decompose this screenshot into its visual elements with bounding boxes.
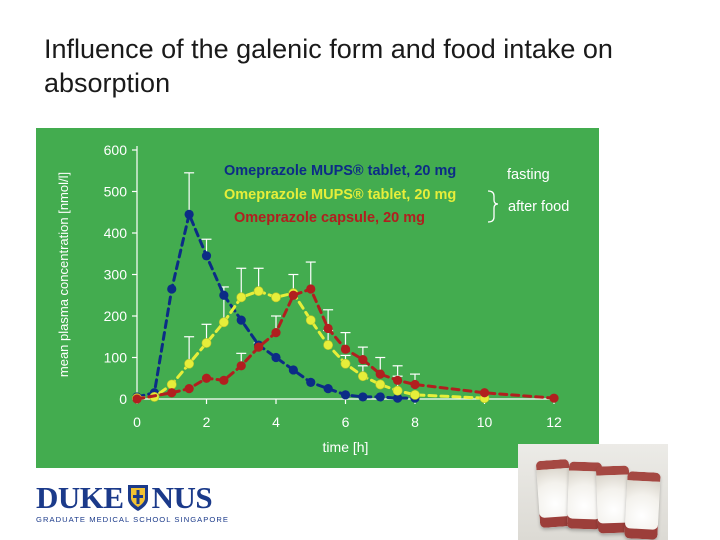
data-point-0 — [358, 392, 368, 402]
data-point-0 — [393, 393, 403, 403]
data-point-2 — [549, 393, 559, 403]
data-point-2 — [236, 361, 246, 371]
data-point-0 — [340, 390, 351, 400]
x-tick-label: 10 — [477, 414, 493, 430]
data-point-1 — [323, 340, 334, 350]
legend-entry-0: Omeprazole MUPS® tablet, 20 mg — [224, 163, 456, 179]
data-point-1 — [166, 379, 177, 390]
y-tick-label: 500 — [104, 184, 128, 200]
plasma-concentration-chart: 0 100 200 300 400 500 600 0 2 4 6 8 10 12 time [h] mean… — [56, 142, 569, 455]
data-point-0 — [236, 315, 246, 325]
y-tick-label: 100 — [104, 350, 128, 366]
y-tick-label: 600 — [104, 142, 128, 158]
chart-panel: 0 100 200 300 400 500 600 0 2 4 6 8 10 12 time [h] mean… — [36, 128, 599, 468]
x-tick-label: 4 — [272, 414, 280, 430]
data-point-2 — [410, 379, 420, 390]
data-point-1 — [184, 358, 195, 369]
legend-group-after-food: after food — [508, 199, 569, 215]
x-tick-label: 12 — [546, 414, 562, 430]
data-point-1 — [271, 292, 281, 303]
x-tick-label: 6 — [342, 414, 350, 430]
duke-nus-logo: DUKE NUS GRADUATE MEDICAL SCHOOL SINGAPO… — [36, 482, 246, 526]
data-point-2 — [201, 373, 212, 383]
data-point-0 — [306, 377, 316, 387]
y-tick-label: 0 — [119, 391, 127, 407]
data-point-0 — [167, 284, 177, 294]
data-point-0 — [375, 392, 385, 402]
data-point-2 — [306, 284, 316, 294]
x-tick-label: 8 — [411, 414, 419, 430]
legend-group-fasting: fasting — [507, 167, 550, 183]
data-point-0 — [184, 209, 194, 219]
data-point-1 — [375, 379, 386, 390]
data-point-1 — [253, 286, 264, 296]
legend-brace — [487, 190, 499, 223]
shield-icon — [127, 485, 148, 511]
tablet-4 — [624, 471, 661, 540]
data-point-0 — [219, 290, 229, 300]
data-point-2 — [288, 290, 298, 300]
data-point-1 — [201, 338, 212, 348]
data-point-0 — [271, 352, 281, 363]
data-point-1 — [236, 292, 247, 303]
data-point-1 — [305, 315, 316, 326]
y-axis-label: mean plasma concentration [nmol/l] — [56, 172, 71, 377]
data-point-0 — [201, 251, 212, 261]
data-point-2 — [479, 388, 490, 398]
x-tick-label: 2 — [203, 414, 211, 430]
data-point-1 — [357, 371, 368, 382]
logo-right-word: NUS — [151, 480, 213, 515]
x-tick-label: 0 — [133, 414, 141, 430]
y-tick-label: 200 — [104, 308, 128, 324]
data-point-2 — [167, 388, 177, 398]
data-point-2 — [323, 323, 333, 334]
data-point-2 — [375, 369, 385, 379]
x-axis-label: time [h] — [323, 439, 369, 455]
legend-entry-2: Omeprazole capsule, 20 mg — [234, 210, 425, 226]
data-point-2 — [184, 384, 194, 394]
data-point-2 — [358, 354, 368, 365]
tablets-photo — [518, 444, 668, 540]
slide-title: Influence of the galenic form and food i… — [44, 34, 613, 98]
data-point-1 — [392, 385, 403, 396]
data-point-0 — [288, 365, 298, 375]
logo-left-word: DUKE — [36, 480, 124, 515]
legend-entry-1: Omeprazole MUPS® tablet, 20 mg — [224, 187, 456, 203]
data-point-1 — [218, 317, 229, 328]
data-point-2 — [340, 344, 351, 354]
y-tick-label: 300 — [104, 267, 128, 283]
series-line-0 — [135, 209, 417, 400]
y-tick-label: 400 — [104, 225, 128, 241]
data-point-1 — [340, 358, 351, 369]
data-point-2 — [219, 375, 229, 385]
data-point-2 — [271, 328, 281, 338]
logo-tagline: GRADUATE MEDICAL SCHOOL SINGAPORE — [36, 515, 230, 524]
data-point-0 — [323, 384, 333, 394]
data-point-1 — [410, 389, 420, 400]
data-point-2 — [132, 394, 142, 404]
data-point-2 — [254, 342, 264, 352]
data-point-2 — [393, 375, 403, 385]
